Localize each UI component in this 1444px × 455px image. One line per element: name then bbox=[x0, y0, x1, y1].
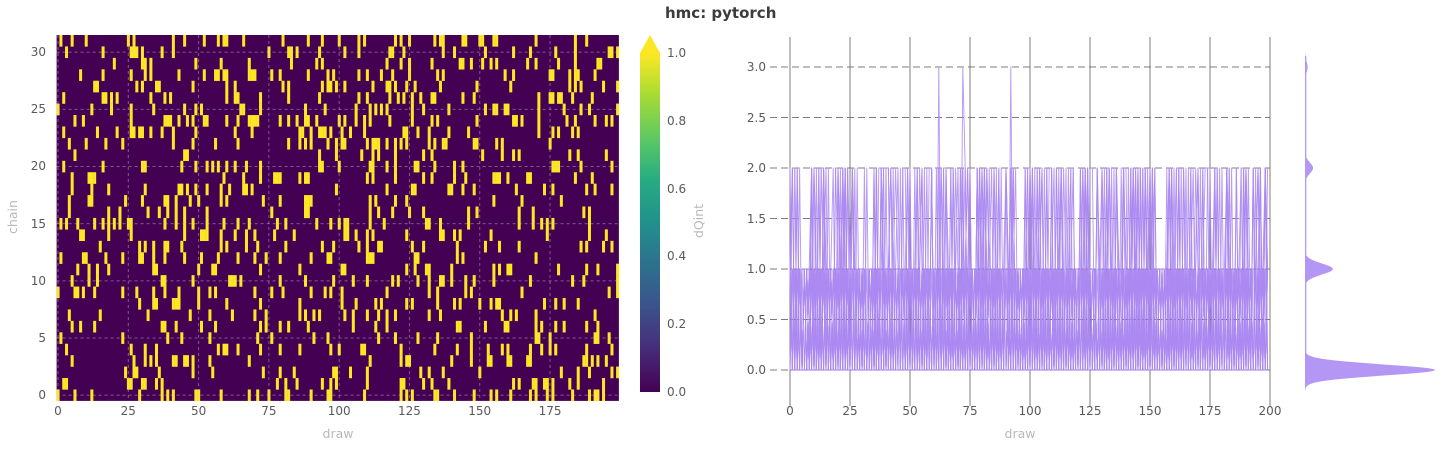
tick-label: 15 bbox=[30, 216, 46, 231]
tick-label: 175 bbox=[1198, 404, 1222, 418]
tick-label: 0.2 bbox=[667, 317, 687, 332]
plot-title: hmc: pytorch bbox=[665, 4, 777, 22]
tick-label: 25 bbox=[30, 102, 46, 117]
tick-label: 20 bbox=[30, 159, 46, 174]
tick-label: 0 bbox=[38, 388, 46, 403]
tick-label: 25 bbox=[120, 404, 136, 418]
tick-label: 175 bbox=[538, 404, 562, 418]
tick-label: 30 bbox=[30, 45, 46, 60]
tick-label: 10 bbox=[30, 273, 46, 288]
tick-label: 0.0 bbox=[667, 385, 687, 399]
tick-label: 0 bbox=[54, 404, 62, 418]
tick-label: 75 bbox=[261, 404, 277, 418]
tick-label: 2.5 bbox=[746, 110, 766, 125]
tick-label: 1.5 bbox=[746, 211, 766, 226]
tick-label: 200 bbox=[1258, 404, 1282, 418]
tick-label: 2.0 bbox=[746, 161, 766, 175]
left-xaxis-label: draw bbox=[322, 426, 354, 441]
tick-label: 0.6 bbox=[667, 181, 687, 196]
tick-label: 0.4 bbox=[667, 249, 687, 264]
right-xaxis-label: draw bbox=[1004, 426, 1036, 441]
tick-label: 75 bbox=[962, 404, 978, 418]
tick-label: 3.0 bbox=[746, 60, 766, 74]
tick-label: 0.0 bbox=[746, 363, 766, 377]
colorbar bbox=[640, 53, 660, 392]
tick-label: 125 bbox=[1078, 404, 1102, 418]
tick-label: 0.5 bbox=[746, 312, 766, 327]
tick-label: 100 bbox=[1018, 404, 1042, 418]
tick-label: 0.8 bbox=[667, 113, 687, 128]
tick-label: 150 bbox=[1138, 404, 1162, 418]
tick-label: 100 bbox=[327, 404, 351, 418]
tick-label: 25 bbox=[842, 404, 858, 418]
tick-label: 1.0 bbox=[746, 262, 766, 276]
tick-label: 50 bbox=[190, 404, 207, 418]
tick-label: 50 bbox=[902, 404, 918, 418]
tick-label: 5 bbox=[38, 331, 46, 345]
tick-label: 125 bbox=[397, 404, 421, 418]
tick-label: 150 bbox=[468, 404, 492, 418]
tick-label: 1.0 bbox=[667, 46, 687, 60]
tick-label: 0 bbox=[786, 404, 794, 418]
